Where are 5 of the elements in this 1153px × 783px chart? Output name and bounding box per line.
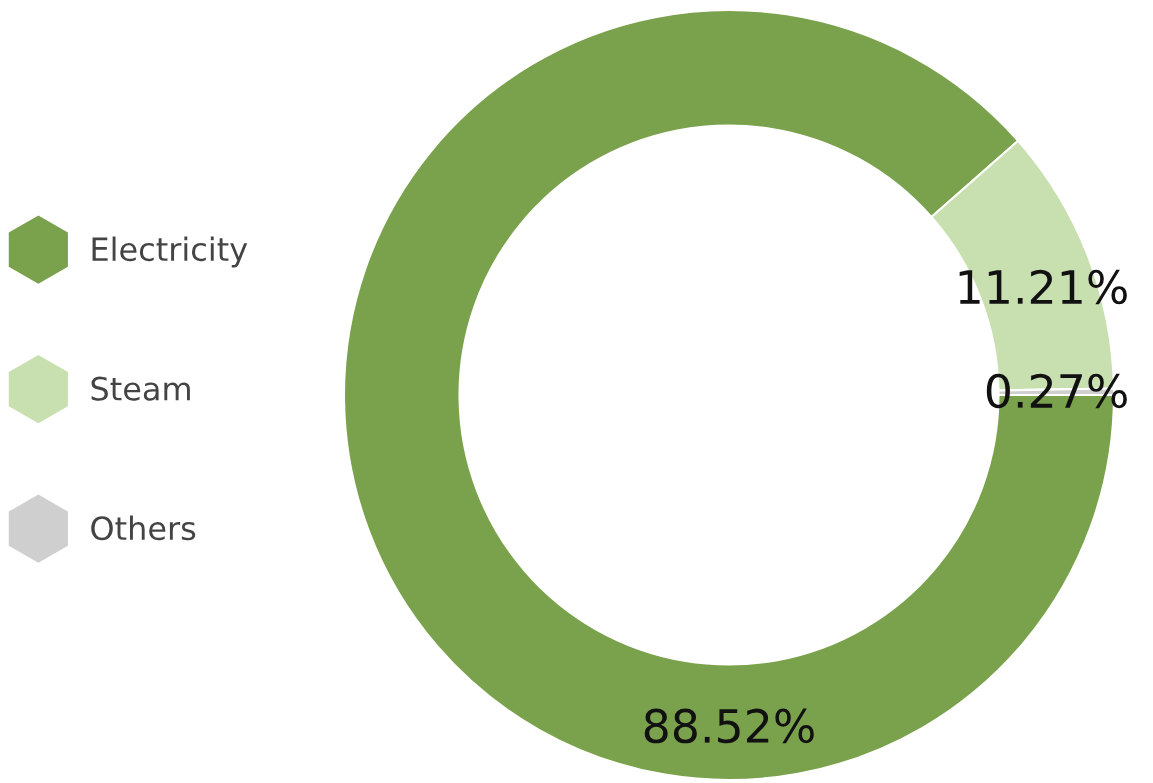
data-label: 88.52% — [644, 708, 814, 744]
legend-label: Steam — [91, 376, 190, 401]
legend-label: Electricity — [92, 236, 248, 268]
legend-label: Others — [91, 515, 196, 541]
data-label: 11.21% — [959, 269, 1127, 305]
